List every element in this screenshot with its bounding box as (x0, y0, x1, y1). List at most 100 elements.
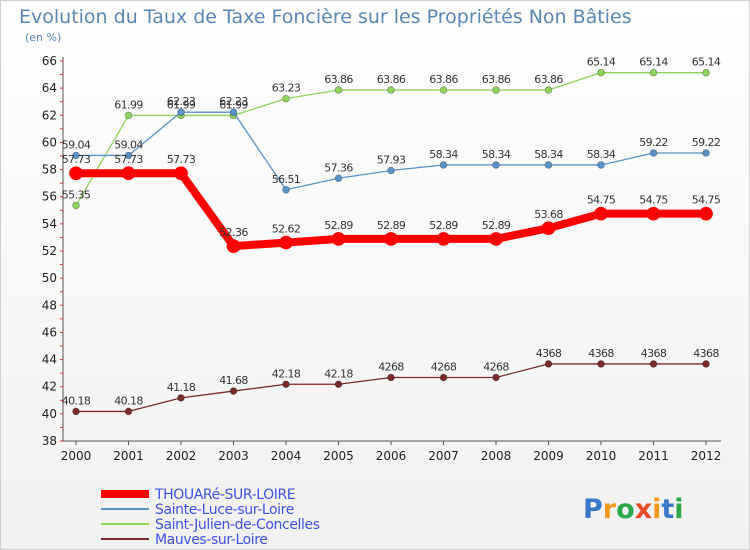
data-label: 41.68 (219, 374, 248, 387)
data-label: 4368 (536, 347, 562, 360)
data-label: 57.73 (114, 153, 143, 166)
data-label: 40.18 (114, 394, 143, 407)
data-label: 61.99 (114, 98, 143, 111)
data-label: 58.34 (482, 148, 511, 161)
data-point (489, 232, 503, 246)
data-point (282, 186, 290, 194)
legend-label: Mauves-sur-Loire (155, 532, 268, 548)
data-label: 4268 (378, 360, 404, 373)
data-label: 52.36 (219, 226, 248, 239)
data-point (702, 68, 710, 77)
data-label: 54.75 (587, 194, 616, 207)
data-point (384, 232, 398, 246)
series-Saint-Julien-de-Concelles: 55.35 61.99 61.99 61.99 63.23 63.86 63.86 63.86… (62, 56, 721, 210)
data-label: 65.14 (587, 56, 616, 69)
x-tick-label: 2008 (481, 449, 512, 463)
data-label: 57.73 (167, 153, 196, 166)
data-point (226, 239, 241, 253)
data-label: 55.35 (62, 189, 91, 202)
data-label: 52.62 (272, 223, 301, 236)
data-point (436, 232, 451, 246)
data-point (121, 166, 136, 181)
y-tick-label: 66 (42, 54, 57, 68)
data-point (544, 360, 553, 368)
y-tick-label: 48 (42, 298, 57, 312)
data-point (544, 86, 553, 94)
data-label: 52.89 (482, 219, 511, 232)
data-point (649, 360, 658, 368)
x-tick-label: 2004 (271, 449, 302, 463)
data-label: 59.04 (62, 138, 91, 151)
data-label: 63.86 (429, 73, 458, 86)
y-tick-label: 38 (42, 434, 57, 448)
x-tick-label: 2005 (323, 449, 354, 463)
data-point (541, 221, 556, 236)
y-tick-label: 44 (42, 353, 57, 367)
data-label: 57.93 (377, 154, 406, 167)
x-tick-label: 2001 (113, 449, 144, 463)
data-point (544, 161, 553, 169)
data-point (72, 151, 80, 160)
data-label: 59.22 (639, 136, 668, 149)
x-tick-label: 2000 (61, 449, 92, 463)
y-tick-label: 62 (42, 108, 57, 122)
chart-subtitle: (en %) (25, 31, 61, 44)
data-point (334, 174, 343, 183)
data-point (439, 86, 448, 94)
y-tick-label: 60 (42, 135, 57, 149)
series-THOUARé-SUR-LOIRE: 57.73 57.73 57.73 52.36 52.62 52.89 52.89 52.89… (62, 153, 721, 253)
data-point (72, 407, 80, 416)
data-point (387, 86, 395, 94)
x-tick-label: 2011 (638, 449, 669, 463)
data-label: 52.89 (377, 219, 406, 232)
data-label: 65.14 (639, 56, 668, 69)
proxiti-logo: Proxiti (583, 494, 684, 525)
legend-label: Sainte-Luce-sur-Loire (155, 502, 294, 518)
data-label: 62.23 (167, 95, 196, 108)
x-tick-label: 2006 (376, 449, 407, 463)
y-tick-label: 50 (42, 271, 57, 285)
y-tick-label: 40 (42, 407, 57, 421)
data-point (229, 387, 238, 395)
data-point (387, 373, 395, 382)
data-point (597, 161, 605, 169)
data-label: 54.75 (639, 194, 668, 207)
data-label: 58.34 (429, 148, 458, 161)
y-tick-label: 46 (42, 325, 57, 339)
data-label: 57.36 (324, 161, 353, 174)
data-label: 57.73 (62, 153, 91, 166)
series-Mauves-sur-Loire: 40.18 40.18 41.18 41.68 42.18 42.18 4268 4268 42… (62, 347, 720, 416)
data-point (492, 86, 500, 94)
data-label: 40.18 (62, 394, 91, 407)
data-label: 63.86 (482, 73, 511, 86)
data-label: 4268 (431, 360, 457, 373)
data-label: 65.14 (692, 56, 721, 69)
data-point (649, 149, 658, 157)
plot-area: 40.18 40.18 41.18 41.68 42.18 42.18 4268 4268 42… (62, 56, 721, 416)
data-point (646, 206, 661, 221)
data-point (597, 360, 605, 368)
y-tick-label: 64 (42, 81, 57, 95)
x-tick-label: 2012 (691, 449, 722, 463)
data-point (124, 407, 133, 416)
data-point (699, 206, 713, 221)
data-point (492, 161, 500, 169)
data-point (177, 394, 185, 402)
y-tick-label: 54 (42, 217, 57, 231)
data-point (439, 161, 448, 169)
data-point (282, 380, 290, 389)
data-point (334, 86, 343, 94)
x-tick-label: 2009 (533, 449, 564, 463)
legend-label: THOUARé-SUR-LOIRE (154, 487, 295, 503)
x-tick-label: 2007 (428, 449, 459, 463)
x-tick-label: 2002 (166, 449, 197, 463)
data-label: 56.51 (272, 173, 301, 186)
y-tick-label: 58 (42, 163, 57, 177)
data-point (594, 206, 608, 221)
y-tick-label: 42 (42, 380, 57, 394)
x-tick-label: 2003 (218, 449, 249, 463)
chart-title: Evolution du Taux de Taxe Foncière sur l… (19, 6, 632, 28)
data-label: 54.75 (692, 194, 721, 207)
data-point (492, 373, 500, 382)
